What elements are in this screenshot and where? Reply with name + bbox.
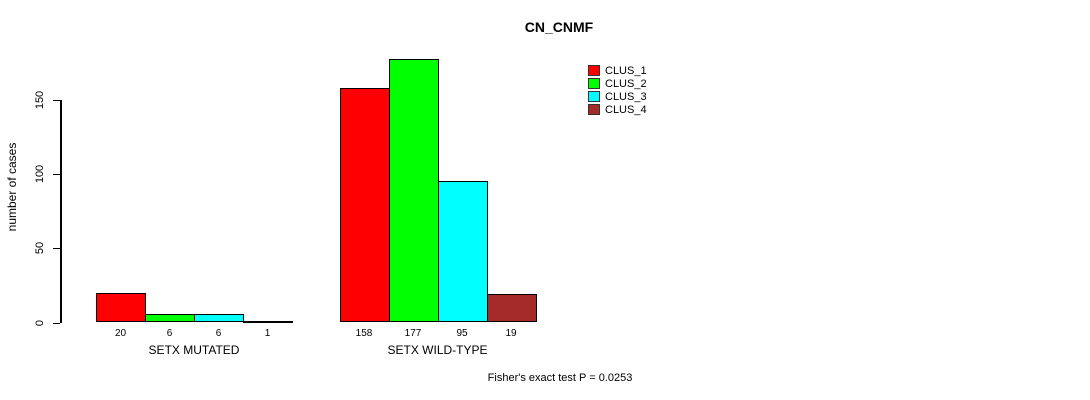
legend-label: CLUS_2	[605, 77, 647, 90]
legend: CLUS_1 CLUS_2 CLUS_3 CLUS_4	[588, 64, 647, 116]
clus4-color-swatch	[588, 104, 600, 115]
bar-clus_1-setx-mutated	[96, 292, 146, 323]
legend-item-clus1: CLUS_1	[588, 64, 647, 77]
bar-clus_3-setx-wild-type	[437, 181, 488, 323]
group-label: SETX MUTATED	[148, 343, 240, 357]
y-tick-label: 150	[34, 90, 46, 109]
bar-clus_3-setx-mutated	[194, 313, 244, 323]
clus1-color-swatch	[588, 65, 600, 76]
y-tick-label: 50	[34, 242, 46, 255]
y-tick	[53, 99, 60, 101]
bar-clus_4-setx-wild-type	[486, 294, 537, 323]
bar-value-label: 6	[166, 328, 173, 339]
y-axis-label: number of cases	[5, 142, 19, 232]
legend-item-clus4: CLUS_4	[588, 103, 647, 116]
bar-value-label: 20	[114, 328, 127, 339]
legend-label: CLUS_4	[605, 103, 647, 116]
bar-value-label: 95	[456, 328, 468, 339]
y-axis-line	[60, 99, 62, 324]
legend-item-clus3: CLUS_3	[588, 90, 647, 103]
bar-value-label: 1	[264, 328, 271, 339]
legend-item-clus2: CLUS_2	[588, 77, 647, 90]
y-tick-label: 100	[34, 164, 46, 184]
bar-value-label: 6	[215, 328, 222, 339]
clus3-color-swatch	[588, 91, 600, 102]
group-label: SETX WILD-TYPE	[387, 343, 488, 357]
bar-value-label: 158	[355, 328, 373, 339]
legend-label: CLUS_1	[605, 64, 647, 77]
bar-clus_2-setx-mutated	[145, 313, 195, 323]
fisher-test-annotation: Fisher's exact test P = 0.0253	[487, 372, 633, 384]
clus2-color-swatch	[588, 78, 600, 89]
y-tick	[53, 173, 60, 175]
bar-clus_4-setx-mutated	[243, 321, 293, 323]
legend-label: CLUS_3	[605, 90, 647, 103]
chart-title: CN_CNMF	[524, 19, 594, 35]
bar-clus_2-setx-wild-type	[388, 59, 439, 323]
bar-value-label: 19	[505, 328, 517, 339]
bar-value-label: 177	[404, 328, 422, 339]
y-tick	[53, 248, 60, 250]
y-tick-label: 0	[34, 319, 46, 326]
bar-clus_1-setx-wild-type	[339, 87, 390, 323]
y-tick	[53, 322, 60, 324]
